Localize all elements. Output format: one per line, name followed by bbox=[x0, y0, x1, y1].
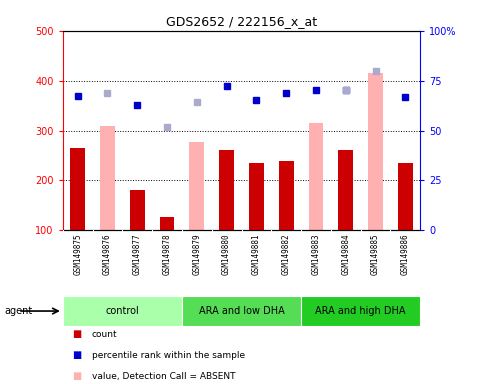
Text: GSM149883: GSM149883 bbox=[312, 233, 320, 275]
Title: GDS2652 / 222156_x_at: GDS2652 / 222156_x_at bbox=[166, 15, 317, 28]
Text: GSM149885: GSM149885 bbox=[371, 233, 380, 275]
Bar bbox=[398, 163, 413, 230]
Bar bbox=[368, 73, 383, 230]
Bar bbox=[249, 163, 264, 230]
Text: ARA and low DHA: ARA and low DHA bbox=[199, 306, 284, 316]
Text: GSM149875: GSM149875 bbox=[73, 233, 82, 275]
Bar bbox=[309, 123, 324, 230]
Bar bbox=[159, 217, 174, 230]
Text: GSM149882: GSM149882 bbox=[282, 233, 291, 275]
Bar bbox=[338, 150, 353, 230]
Text: agent: agent bbox=[5, 306, 33, 316]
Text: GSM149881: GSM149881 bbox=[252, 233, 261, 275]
Text: control: control bbox=[105, 306, 139, 316]
Text: ■: ■ bbox=[72, 329, 82, 339]
Bar bbox=[182, 296, 301, 326]
Text: GSM149880: GSM149880 bbox=[222, 233, 231, 275]
Bar bbox=[70, 148, 85, 230]
Text: ■: ■ bbox=[72, 350, 82, 360]
Text: percentile rank within the sample: percentile rank within the sample bbox=[92, 351, 245, 360]
Text: GSM149877: GSM149877 bbox=[133, 233, 142, 275]
Text: count: count bbox=[92, 329, 117, 339]
Bar bbox=[301, 296, 420, 326]
Text: GSM149879: GSM149879 bbox=[192, 233, 201, 275]
Bar bbox=[189, 142, 204, 230]
Text: GSM149884: GSM149884 bbox=[341, 233, 350, 275]
Bar bbox=[100, 126, 115, 230]
Text: GSM149876: GSM149876 bbox=[103, 233, 112, 275]
Text: ARA and high DHA: ARA and high DHA bbox=[315, 306, 406, 316]
Bar bbox=[219, 150, 234, 230]
Bar bbox=[130, 190, 145, 230]
Text: GSM149878: GSM149878 bbox=[163, 233, 171, 275]
Bar bbox=[63, 296, 182, 326]
Bar bbox=[279, 161, 294, 230]
Text: GSM149886: GSM149886 bbox=[401, 233, 410, 275]
Text: ■: ■ bbox=[72, 371, 82, 381]
Text: value, Detection Call = ABSENT: value, Detection Call = ABSENT bbox=[92, 372, 235, 381]
